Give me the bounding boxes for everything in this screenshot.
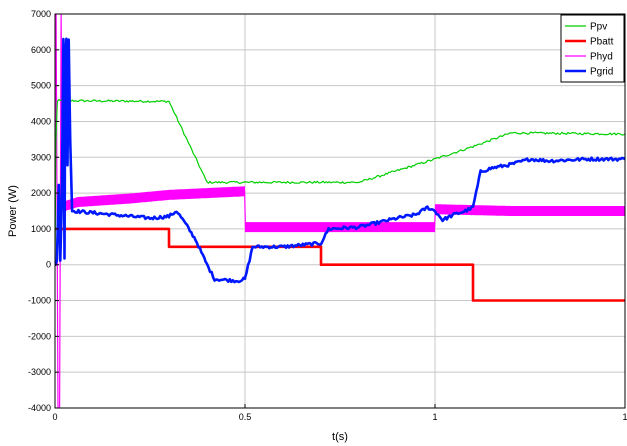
y-tick-label: -1000 bbox=[28, 296, 51, 306]
legend-entry: Pgrid bbox=[590, 67, 613, 78]
x-tick-label: 1 bbox=[432, 412, 437, 422]
y-axis-label: Power (W) bbox=[7, 185, 19, 237]
series-line-phyd bbox=[55, 14, 625, 408]
y-tick-label: 7000 bbox=[31, 9, 51, 19]
x-tick-label: 0 bbox=[52, 412, 57, 422]
y-tick-label: 6000 bbox=[31, 45, 51, 55]
legend-entry: Pbatt bbox=[590, 37, 614, 48]
y-tick-label: -4000 bbox=[28, 403, 51, 413]
legend-entry: Phyd bbox=[590, 52, 613, 63]
y-tick-label: 3000 bbox=[31, 152, 51, 162]
y-tick-label: -3000 bbox=[28, 367, 51, 377]
series-pbatt bbox=[55, 227, 625, 302]
y-tick-label: 2000 bbox=[31, 188, 51, 198]
y-tick-label: -2000 bbox=[28, 331, 51, 341]
plot-frame bbox=[54, 13, 626, 409]
y-tick-label: 5000 bbox=[31, 81, 51, 91]
tick-labels: 0 0.5 1 1 -4000 -3000 -2000 -1000 0 1000 2000 3000 4… bbox=[28, 9, 627, 422]
series-line-pgrid bbox=[55, 37, 625, 284]
series-line-pbatt bbox=[55, 227, 625, 302]
series-phyd bbox=[55, 14, 625, 408]
ticks bbox=[54, 13, 626, 409]
x-tick-label: 0.5 bbox=[239, 412, 252, 422]
y-tick-label: 0 bbox=[46, 260, 51, 270]
y-tick-label: 4000 bbox=[31, 116, 51, 126]
series-pgrid bbox=[55, 37, 625, 284]
y-tick-label: 1000 bbox=[31, 224, 51, 234]
plot-series bbox=[55, 14, 625, 408]
series-ppv bbox=[55, 99, 625, 265]
x-tick-label: 1 bbox=[622, 412, 627, 422]
legend-entry: Ppv bbox=[590, 22, 607, 33]
series-line-ppv bbox=[55, 99, 625, 265]
legend: Ppv Pbatt Phyd Pgrid bbox=[560, 14, 625, 83]
x-axis-label: t(s) bbox=[332, 431, 348, 443]
